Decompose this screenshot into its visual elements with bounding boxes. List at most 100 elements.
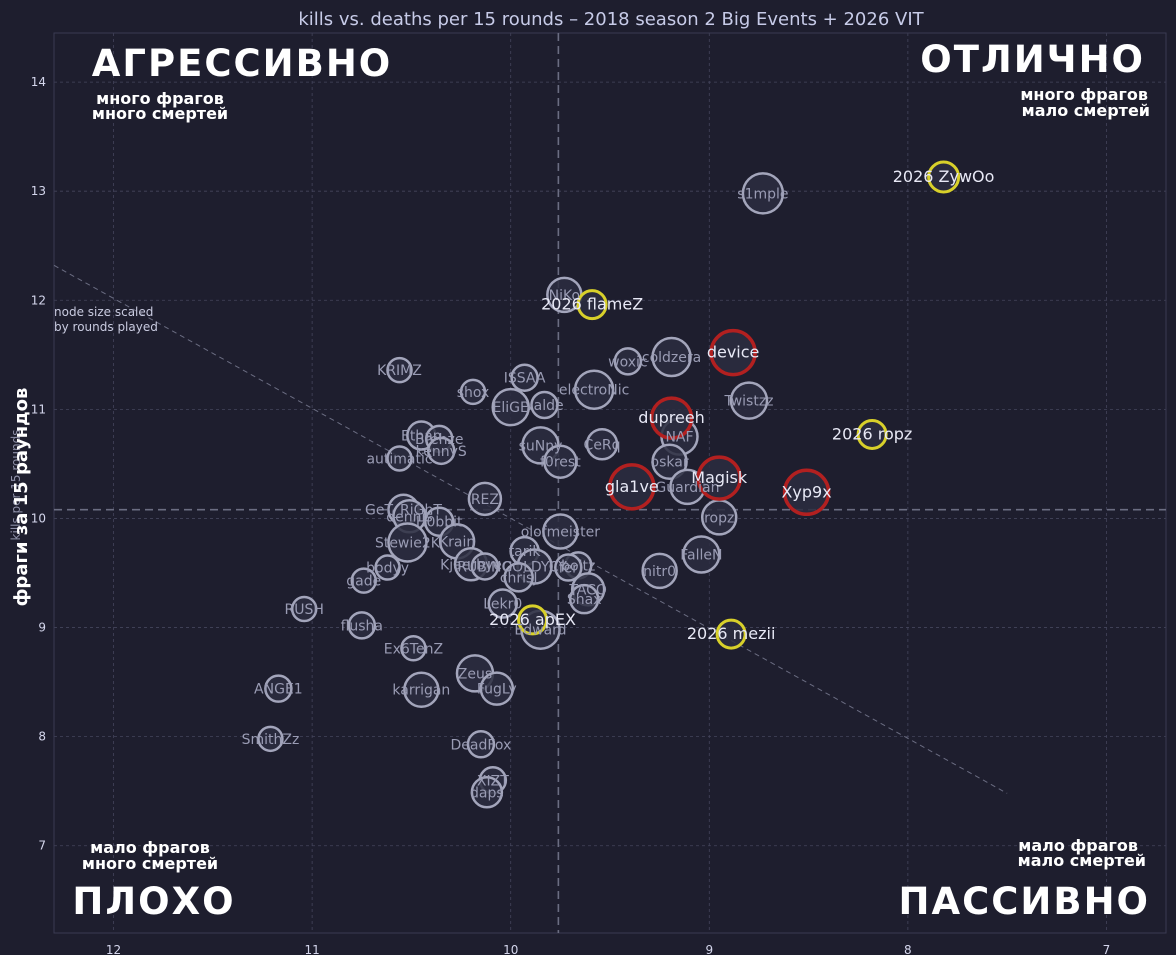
player-label: dennis (386, 509, 432, 525)
player-label: DeadFox (451, 737, 512, 753)
player-label: Krain (439, 534, 475, 550)
player-label: olofmeister (521, 525, 600, 541)
player-label: Lekr0 (483, 597, 522, 613)
player-node (542, 513, 579, 550)
player-node (257, 725, 284, 753)
y-tick-label: 11 (31, 402, 46, 416)
grid (54, 33, 1166, 933)
player-label: SmithZz (242, 732, 300, 748)
player-label: boltz (561, 558, 595, 574)
player-node (290, 595, 318, 623)
player-label: Twistzz (723, 394, 773, 410)
player-label: autimatic (366, 451, 432, 467)
player-node (651, 336, 692, 378)
quadrant-top-left-line1: много фрагов (96, 89, 224, 108)
chart-title: kills vs. deaths per 15 rounds – 2018 se… (298, 9, 924, 30)
player-label: FalleN (680, 547, 722, 563)
player-node (510, 363, 539, 392)
x-tick-label: 8 (904, 943, 912, 955)
player-node (709, 328, 757, 377)
quadrant-top-left-title: АГРЕССИВНО (92, 42, 393, 85)
player-label: 2026 apEX (489, 610, 576, 629)
player-node (729, 381, 769, 420)
player-node (426, 436, 456, 466)
trend-line (53, 264, 1008, 794)
player-label: daps (470, 785, 504, 801)
quadrant-labels: АГРЕССИВНО много фрагов много смертей ОТ… (72, 38, 1150, 923)
y-tick-label: 8 (38, 730, 46, 744)
quadrant-top-right-line1: много фрагов (1020, 85, 1148, 104)
player-label: RUSH (285, 602, 324, 618)
player-node (530, 390, 559, 420)
player-node (641, 552, 678, 590)
player-label: valde (525, 398, 563, 414)
quadrant-bottom-right-line1: мало фрагов (1018, 836, 1138, 855)
player-label: 2026 mezii (687, 624, 776, 643)
size-note-line2: by rounds played (54, 320, 158, 334)
player-label: electroNic (559, 383, 629, 399)
player-node (264, 674, 293, 703)
y-axis-label-underlay: kills per 15 rounds (9, 430, 23, 541)
axis-ticks: 12 11 10 9 8 7 7 8 9 10 11 12 13 14 (31, 75, 1111, 955)
player-node (782, 468, 831, 517)
player-label: COLDYCY (502, 559, 567, 575)
player-label: Xyp9x (781, 482, 831, 501)
player-node (350, 567, 378, 594)
player-node (387, 522, 428, 563)
x-tick-label: 12 (106, 943, 121, 955)
player-label: EliGE (493, 400, 529, 416)
player-label: ISSAA (504, 371, 546, 387)
player-node (651, 443, 688, 480)
player-label: s1mple (737, 186, 788, 202)
player-node (374, 554, 401, 581)
player-label: tarik (509, 544, 542, 560)
player-label: Magisk (691, 468, 748, 487)
player-node (347, 611, 377, 640)
y-tick-label: 7 (38, 839, 46, 853)
player-label: REZ (471, 492, 499, 508)
player-node (576, 289, 608, 321)
player-node (467, 481, 503, 517)
player-node (741, 172, 785, 215)
player-label: dupreeh (638, 408, 705, 427)
player-node (479, 671, 515, 706)
player-label: Ethan (401, 429, 442, 445)
player-label: Edward (514, 623, 566, 639)
player-node (487, 588, 519, 619)
x-tick-label: 10 (503, 943, 518, 955)
quadrant-top-left-line2: много смертей (92, 104, 228, 123)
player-label: gade (346, 574, 381, 590)
player-label: ANGE1 (254, 682, 303, 698)
player-label: chrisJ (500, 570, 538, 586)
player-label: Guardian (655, 480, 719, 496)
player-node (403, 671, 440, 708)
player-label: H0bbit (416, 515, 463, 531)
player-label: ropz (704, 510, 734, 526)
player-label: 2026 ZywOo (893, 167, 995, 186)
player-label: Ex6TenZ (384, 641, 443, 657)
plot-frame (53, 32, 1167, 934)
player-node (715, 618, 747, 650)
player-node (491, 387, 530, 427)
player-node (573, 369, 615, 410)
player-label: 2026 flameZ (541, 295, 643, 314)
x-tick-label: 7 (1103, 943, 1111, 955)
quadrant-bottom-left-line2: много смертей (82, 854, 218, 873)
y-tick-label: 13 (31, 184, 46, 198)
player-label: coldzera (642, 350, 701, 366)
x-tick-label: 11 (305, 943, 320, 955)
player-node (466, 730, 496, 759)
player-label: fer (559, 561, 579, 577)
player-node (386, 445, 413, 472)
player-node (649, 396, 694, 440)
player-node (517, 604, 549, 636)
player-node (613, 347, 643, 376)
player-node (400, 635, 427, 662)
player-node (585, 428, 619, 461)
player-node (543, 444, 578, 479)
player-label: f0rest (540, 455, 581, 471)
player-node (459, 378, 487, 406)
y-tick-label: 9 (38, 621, 46, 635)
